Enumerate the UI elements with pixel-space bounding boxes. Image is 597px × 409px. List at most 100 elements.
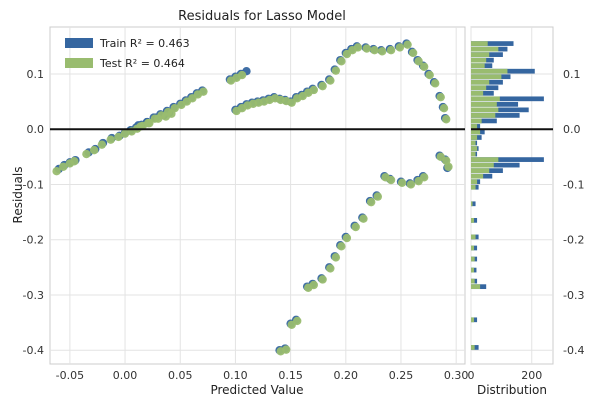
distribution-bar-train <box>471 201 476 207</box>
scatter-point-test <box>318 275 327 284</box>
hist-y-tick-label: -0.2 <box>563 234 584 247</box>
x-tick-label: 0.15 <box>278 369 303 382</box>
x-axis-label: Predicted Value <box>210 383 303 397</box>
x-tick-label: 0.00 <box>113 369 138 382</box>
scatter-point-test <box>106 135 115 144</box>
distribution-bar-train <box>471 162 520 168</box>
scatter-point-test <box>145 118 154 128</box>
distribution-bar-test <box>471 96 500 102</box>
scatter-point-test <box>199 87 208 96</box>
scatter-point-test <box>318 81 327 91</box>
y-tick-label: -0.1 <box>23 178 44 191</box>
scatter-point-test <box>237 70 247 80</box>
distribution-bar-test <box>471 90 484 96</box>
scatter-point-test <box>386 46 396 55</box>
distribution-bar-test <box>471 57 487 63</box>
scatter-point-test <box>337 242 346 251</box>
hist-x-tick-label: 0 <box>468 369 475 382</box>
distribution-bar-test <box>471 113 496 118</box>
scatter-point-test <box>97 140 107 149</box>
hist-x-tick-label: 200 <box>521 369 542 382</box>
scatter-point-test <box>419 62 429 71</box>
scatter-point-test <box>120 129 130 138</box>
scatter-point-test <box>414 57 423 66</box>
distribution-bar-test <box>471 184 476 190</box>
scatter-point-test <box>287 320 296 329</box>
hist-y-tick-label: 0.0 <box>563 123 581 136</box>
x-tick-labels: -0.05 0.00 0.05 0.10 0.15 0.20 0.25 0.30 0 200 <box>56 369 543 382</box>
x-tick-label: 0.25 <box>389 369 414 382</box>
y-tick-label: -0.4 <box>23 344 44 357</box>
distribution-bar-test <box>471 151 476 157</box>
scatter-point-test <box>362 44 371 53</box>
scatter-point-test <box>351 222 360 232</box>
legend: Train R² = 0.463 Test R² = 0.464 <box>65 37 190 70</box>
scatter-point-test <box>373 192 383 201</box>
legend-swatch-test <box>65 58 93 68</box>
y-axis-label: Residuals <box>11 167 25 224</box>
distribution-bar-test <box>471 317 475 323</box>
scatter-point-test <box>378 47 387 56</box>
distribution-bar-test <box>471 278 475 284</box>
scatter-point-test <box>304 283 313 292</box>
legend-swatch-train <box>65 38 93 48</box>
hist-y-tick-label: 0.1 <box>563 68 581 81</box>
distribution-bar-test <box>471 217 475 223</box>
scatter-point-test <box>331 66 341 75</box>
distribution-bar-test <box>471 85 487 91</box>
scatter-point-test <box>309 85 318 95</box>
distribution-bar-train <box>471 157 544 162</box>
scatter-point-test <box>408 48 418 58</box>
scatter-point-test <box>82 149 91 159</box>
scatter-point-test <box>366 197 376 207</box>
scatter-point-test <box>381 173 390 182</box>
distribution-bar-test <box>471 129 481 135</box>
distribution-bar-test <box>471 135 478 140</box>
scatter-point-test <box>114 132 123 142</box>
distribution-bar-test <box>471 52 490 57</box>
distribution-bar-test <box>471 63 485 69</box>
scatter-point-test <box>70 157 79 166</box>
distribution-bar-test <box>471 173 484 179</box>
distribution-bar-test <box>471 41 488 46</box>
y-tick-label: -0.3 <box>23 289 44 302</box>
x-tick-label: 0.30 <box>444 369 469 382</box>
scatter-point-test <box>414 176 423 186</box>
distribution-bar-test <box>471 68 508 74</box>
scatter-point-test <box>430 79 440 88</box>
y-tick-label: 0.0 <box>27 123 45 136</box>
distribution-bar-train <box>471 96 544 102</box>
scatter-point-test <box>52 166 61 176</box>
distribution-bar-test <box>471 345 475 350</box>
distribution-bar-test <box>471 46 499 52</box>
scatter-point-test <box>359 214 368 223</box>
hist-y-tick-label: -0.3 <box>563 289 584 302</box>
distribution-bar-test <box>471 234 476 240</box>
distribution-bar-test <box>471 140 476 146</box>
chart-title: Residuals for Lasso Model <box>178 9 346 24</box>
distribution-bar-test <box>471 256 475 262</box>
scatter-points <box>52 39 453 356</box>
distribution-bar-test <box>471 118 482 124</box>
scatter-point-test <box>403 40 412 49</box>
distribution-bar-test <box>471 267 475 273</box>
distribution-bar-test <box>471 162 494 168</box>
scatter-point-test <box>342 233 352 243</box>
distribution-bar-test <box>471 146 478 151</box>
distribution-bar-train <box>471 118 497 124</box>
y-tick-labels: 0.1 0.1 0.0 0.0 -0.1 -0.1 -0.2 -0.2 -0.3 -0.3 -0.4… <box>23 68 585 357</box>
scatter-point-test <box>370 46 379 55</box>
scatter-point-test <box>442 115 451 124</box>
legend-label-test: Test R² = 0.464 <box>99 57 185 70</box>
distribution-bar-test <box>471 284 481 290</box>
distribution-bar-test <box>471 101 497 107</box>
scatter-point-test <box>406 180 416 189</box>
scatter-point-test <box>397 178 407 187</box>
distribution-bars <box>471 41 544 350</box>
scatter-point-test <box>395 43 405 52</box>
distribution-bar-test <box>471 107 499 113</box>
distribution-bar-test <box>471 168 490 174</box>
scatter-point-test <box>425 70 434 80</box>
scatter-point-test <box>444 162 453 171</box>
